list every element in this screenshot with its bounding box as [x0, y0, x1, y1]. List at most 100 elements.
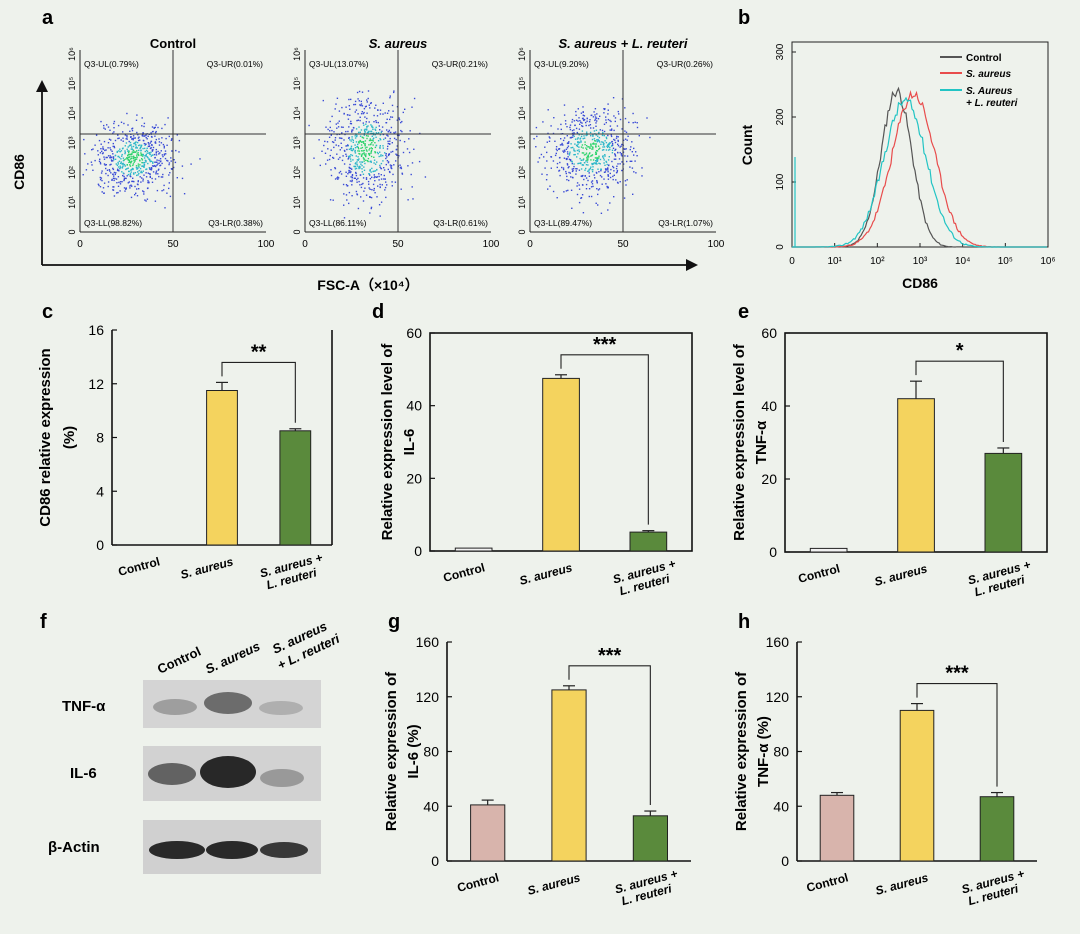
flow-event	[581, 164, 583, 166]
flow-event	[576, 144, 578, 146]
flow-event	[348, 148, 351, 150]
flow-event	[356, 134, 358, 137]
flow-event	[372, 138, 374, 140]
flow-event	[592, 134, 594, 136]
flow-event	[381, 184, 383, 186]
flow-event	[394, 131, 397, 133]
flow-y-tick: 0	[67, 229, 77, 234]
flow-event	[168, 182, 170, 184]
flow-event	[591, 163, 593, 166]
flow-event	[357, 98, 359, 100]
flow-event	[413, 97, 416, 100]
flow-event	[152, 161, 154, 163]
flow-event	[358, 152, 360, 155]
flow-event	[115, 172, 117, 174]
flow-event	[129, 174, 132, 176]
flow-y-tick: 10¹	[517, 196, 527, 209]
flow-event	[578, 162, 580, 164]
flow-event	[117, 163, 120, 165]
flow-event	[362, 112, 365, 115]
flow-event	[98, 139, 101, 142]
flow-event	[116, 151, 118, 153]
flow-event	[354, 162, 357, 165]
flow-event	[599, 147, 601, 149]
flow-event	[570, 176, 572, 178]
flow-event	[616, 125, 619, 127]
flow-event	[580, 146, 583, 148]
flow-event	[132, 145, 135, 148]
flow-event	[103, 192, 105, 194]
flow-event	[586, 134, 588, 136]
histogram-x-label: CD86	[902, 275, 938, 291]
flow-event	[609, 172, 611, 175]
flow-event	[567, 189, 569, 192]
flow-event	[623, 197, 626, 199]
flow-event	[373, 162, 375, 164]
flow-event	[370, 196, 373, 199]
flow-event	[129, 153, 131, 156]
flow-event	[386, 134, 388, 136]
flow-event	[571, 207, 573, 209]
flow-event	[128, 159, 131, 162]
flow-event	[350, 176, 352, 178]
hist-x-tick: 10⁵	[998, 256, 1013, 267]
flow-event	[602, 156, 604, 158]
flow-event	[166, 144, 168, 146]
flow-event	[396, 154, 398, 156]
flow-event	[379, 147, 381, 149]
bar-2	[897, 398, 935, 553]
flow-event	[374, 129, 377, 131]
flow-event	[585, 177, 588, 179]
flow-event	[178, 139, 181, 142]
flow-event	[132, 137, 134, 140]
flow-event	[604, 164, 606, 166]
flow-event	[362, 200, 365, 202]
flow-event	[578, 184, 580, 186]
panel-label-c: c	[42, 301, 53, 323]
flow-event	[126, 164, 128, 166]
flow-event	[383, 178, 385, 180]
flow-event	[158, 162, 160, 164]
flow-y-tick: 10³	[67, 136, 77, 149]
flow-event	[165, 153, 167, 155]
flow-event	[631, 167, 634, 169]
flow-event	[583, 115, 586, 117]
flow-event	[129, 187, 131, 189]
flow-event	[168, 187, 170, 190]
flow-event	[131, 185, 133, 187]
category-label: S. aureus	[518, 560, 574, 588]
y-tick-label: 20	[761, 471, 777, 487]
flow-event	[641, 175, 643, 177]
flow-event	[350, 145, 353, 147]
flow-event	[612, 147, 615, 149]
flow-event	[358, 158, 360, 160]
flow-event	[183, 193, 186, 195]
flow-event	[550, 156, 553, 158]
flow-event	[600, 168, 602, 170]
flow-event	[330, 169, 332, 171]
flow-event	[91, 164, 93, 166]
flow-event	[621, 169, 623, 172]
flow-event	[591, 146, 594, 148]
flow-y-tick: 10¹	[67, 196, 77, 209]
flow-event	[607, 134, 609, 137]
flow-event	[411, 186, 413, 188]
flow-event	[573, 163, 575, 165]
flow-event	[580, 135, 583, 138]
flow-event	[603, 149, 605, 151]
flow-event	[552, 160, 555, 162]
flow-event	[605, 119, 607, 121]
flow-event	[341, 137, 343, 140]
flow-event	[130, 171, 132, 173]
flow-event	[130, 153, 133, 156]
flow-event	[604, 168, 607, 170]
flow-event	[365, 159, 367, 161]
flow-event	[122, 157, 125, 159]
flow-event	[612, 97, 615, 99]
flow-event	[175, 149, 177, 152]
flow-event	[125, 187, 127, 189]
flow-event	[587, 170, 589, 172]
flow-event	[588, 124, 590, 127]
flow-event	[591, 138, 594, 141]
flow-event	[587, 159, 589, 161]
